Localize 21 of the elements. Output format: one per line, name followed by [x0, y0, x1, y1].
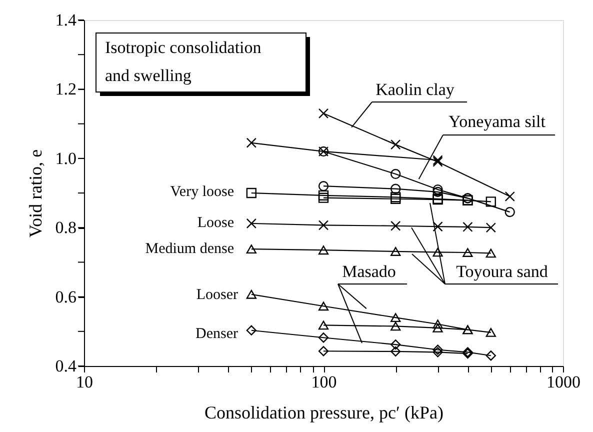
y-tick-label: 0.4 — [55, 356, 77, 376]
annotation: Looser — [196, 287, 238, 303]
y-tick-label: 0.8 — [55, 218, 76, 238]
annotation: Very loose — [170, 184, 234, 200]
annotation: Kaolin clay — [376, 80, 455, 99]
x-axis-title: Consolidation pressure, pc′ (kPa) — [204, 402, 444, 422]
annotation: Yoneyama silt — [448, 112, 546, 131]
y-tick-label: 1.4 — [55, 10, 77, 30]
annotation: Masado — [342, 262, 396, 281]
y-axis-title: Void ratio, e — [25, 149, 46, 238]
annotation: Isotropic consolidation and swelling — [105, 38, 262, 85]
x-tick-label: 10 — [76, 372, 93, 392]
annotation: Loose — [197, 215, 234, 231]
annotation: Denser — [196, 326, 238, 342]
x-tick-label: 1000 — [546, 372, 580, 392]
annotation: Medium dense — [145, 241, 234, 257]
y-tick-label: 1.0 — [55, 148, 76, 168]
annotation: Toyoura sand — [456, 262, 548, 281]
y-tick-label: 0.6 — [55, 287, 76, 306]
x-tick-label: 100 — [311, 372, 337, 392]
y-tick-label: 1.2 — [55, 80, 76, 99]
